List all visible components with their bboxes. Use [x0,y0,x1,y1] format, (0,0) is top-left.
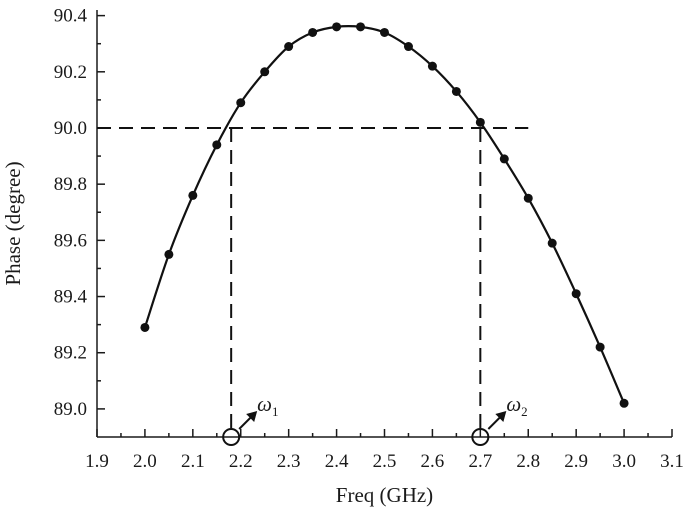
data-point [523,193,533,203]
data-point [140,322,150,332]
x-tick-label: 2.5 [373,451,397,472]
data-point [427,61,437,71]
x-tick-label: 2.4 [325,451,349,472]
reference-guides [97,126,529,433]
data-point [356,22,366,32]
arrow-head-omega2 [495,411,507,422]
y-tick-label: 90.2 [54,62,87,83]
x-tick-label: 2.1 [181,451,205,472]
crossing-marker-omega1 [222,428,241,446]
data-point [619,398,629,408]
data-point [164,249,174,259]
data-point [332,22,342,32]
x-tick-label: 3.1 [660,451,684,472]
crossing-marker-omega2 [471,428,490,446]
x-tick-label: 3.0 [612,451,636,472]
x-tick-label: 2.8 [516,451,540,472]
y-tick-label: 90.4 [54,6,88,27]
data-point [308,27,318,37]
y-axis-title: Phase (degree) [1,161,25,285]
data-point [595,342,605,352]
y-tick-label: 89.4 [54,287,88,308]
label-omega1: ω1 [257,392,278,419]
data-point [547,238,557,248]
ticks: 1.9 2.0 2.1 2.2 2.3 2.4 2.5 2.6 2.7 2.8 2.9 3.0 3.1 8… [54,6,684,472]
data-point [475,117,485,127]
x-tick-label: 2.9 [564,451,588,472]
omega-symbol: ω [257,392,272,416]
x-tick-label: 2.7 [468,451,492,472]
data-point [499,154,509,164]
data-point [451,86,461,96]
annotations: ω1 ω2 [222,392,528,446]
y-tick-label: 89.0 [54,399,87,420]
x-tick-label: 1.9 [85,451,109,472]
y-tick-label: 90.0 [54,118,87,139]
y-tick-label: 89.8 [54,174,87,195]
x-axis-title: Freq (GHz) [336,483,433,507]
y-tick-label: 89.6 [54,230,87,251]
arrow-head-omega1 [246,411,258,422]
data-point [188,190,198,200]
data-point [284,42,294,52]
data-point [212,140,222,150]
x-tick-label: 2.2 [229,451,253,472]
omega-symbol: ω [506,392,521,416]
data-point [571,289,581,299]
series-line [143,25,626,404]
data-point [260,67,270,77]
data-point [403,42,413,52]
series-group [140,22,629,408]
data-point [236,98,246,108]
x-tick-label: 2.6 [421,451,445,472]
data-point [380,27,389,37]
x-tick-label: 2.3 [277,451,301,472]
x-tick-label: 2.0 [133,451,157,472]
y-tick-label: 89.2 [54,343,87,364]
axes [96,10,672,438]
label-omega2: ω2 [506,392,527,419]
omega-subscript: 2 [521,404,528,419]
omega-subscript: 1 [272,404,279,419]
